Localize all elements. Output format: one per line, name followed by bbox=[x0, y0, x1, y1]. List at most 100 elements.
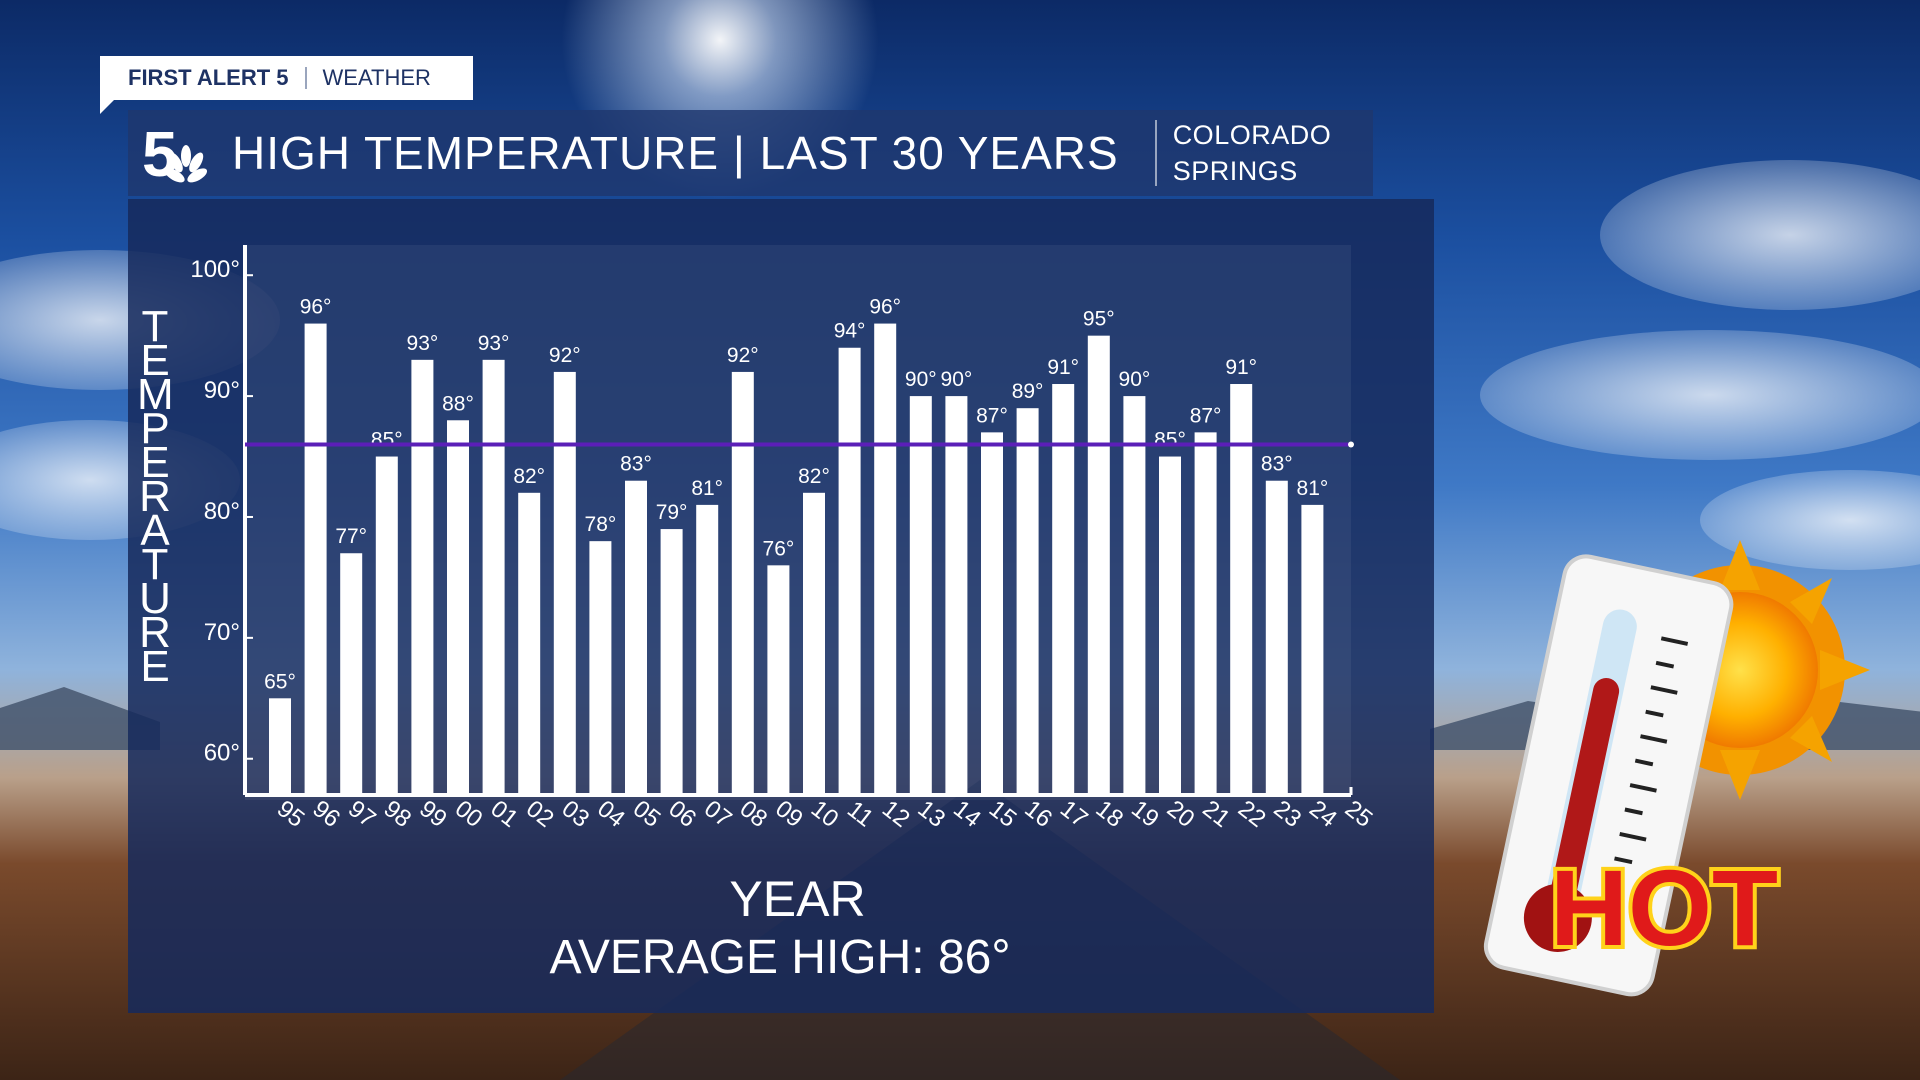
bar bbox=[340, 553, 363, 795]
bar bbox=[518, 492, 541, 795]
y-tick-label: 70° bbox=[204, 619, 240, 646]
bar bbox=[1301, 504, 1324, 795]
chart-title: HIGH TEMPERATURE | LAST 30 YEARS bbox=[232, 127, 1119, 179]
bar bbox=[767, 565, 790, 795]
brand-tab-notch bbox=[100, 100, 114, 114]
title-bar: 5 HIGH TEMPERATURE | LAST 30 YEARS COLOR… bbox=[128, 110, 1373, 196]
brand-separator bbox=[304, 67, 307, 89]
bar bbox=[1052, 384, 1075, 795]
bar-value-label: 83° bbox=[1261, 453, 1293, 476]
x-tick-label: 25 bbox=[1340, 795, 1378, 833]
bar-value-label: 82° bbox=[798, 465, 830, 488]
x-tick-label: 01 bbox=[485, 795, 523, 833]
average-line-endpoint bbox=[1348, 441, 1354, 448]
x-tick-label: 09 bbox=[770, 795, 808, 833]
bar bbox=[1230, 384, 1253, 795]
brand-tab: FIRST ALERT 5 WEATHER bbox=[100, 56, 473, 100]
bar bbox=[1087, 335, 1110, 795]
location: COLORADO SPRINGS bbox=[1173, 117, 1332, 189]
hot-thermometer-icon: HOT bbox=[1483, 540, 1870, 997]
bar-value-label: 87° bbox=[976, 404, 1008, 427]
bar bbox=[945, 396, 968, 795]
bar-value-label: 91° bbox=[1047, 356, 1079, 379]
bar-value-label: 92° bbox=[549, 344, 581, 367]
bar-value-label: 81° bbox=[1297, 477, 1329, 500]
bar bbox=[375, 456, 398, 795]
bar bbox=[625, 480, 647, 795]
bar bbox=[874, 323, 897, 795]
x-tick-label: 05 bbox=[628, 795, 666, 833]
x-tick-label: 24 bbox=[1304, 795, 1342, 833]
title-separator bbox=[1154, 120, 1157, 186]
x-axis-label: YEAR bbox=[729, 871, 866, 927]
y-tick-label: 90° bbox=[204, 377, 240, 404]
bar-value-label: 82° bbox=[513, 465, 545, 488]
bar bbox=[981, 432, 1003, 795]
bar-value-label: 94° bbox=[834, 320, 866, 343]
x-tick-label: 02 bbox=[521, 795, 559, 833]
y-tick-label: 60° bbox=[204, 740, 240, 767]
bar bbox=[589, 541, 612, 795]
location-line-1: COLORADO bbox=[1172, 120, 1332, 150]
nbc5-logo-icon: 5 bbox=[142, 118, 208, 188]
bar-value-label: 89° bbox=[1012, 380, 1044, 403]
bar-value-label: 92° bbox=[727, 344, 759, 367]
bar-value-label: 93° bbox=[407, 332, 439, 355]
bar bbox=[1194, 432, 1217, 795]
x-tick-label: 22 bbox=[1233, 795, 1271, 833]
bar-value-label: 76° bbox=[763, 537, 795, 560]
bar-value-label: 93° bbox=[478, 332, 510, 355]
bar bbox=[447, 420, 469, 795]
bar-value-label: 85° bbox=[1154, 429, 1186, 452]
x-tick-label: 08 bbox=[735, 795, 773, 833]
bar bbox=[660, 529, 683, 795]
thermometer-icon bbox=[1483, 554, 1734, 997]
bar-value-label: 90° bbox=[941, 368, 973, 391]
hot-text: HOT bbox=[1550, 847, 1778, 968]
bar bbox=[803, 492, 825, 795]
x-tick-label: 96 bbox=[307, 795, 345, 833]
bar bbox=[269, 698, 291, 795]
x-tick-label: 12 bbox=[877, 795, 915, 833]
bar bbox=[1123, 396, 1146, 795]
bar-value-label: 77° bbox=[335, 525, 367, 548]
x-tick-label: 21 bbox=[1197, 795, 1235, 833]
x-tick-label: 03 bbox=[557, 795, 595, 833]
bar bbox=[696, 504, 719, 795]
bar-value-label: 87° bbox=[1190, 404, 1222, 427]
y-tick-label: 80° bbox=[204, 498, 240, 525]
bar bbox=[304, 323, 327, 795]
x-tick-label: 11 bbox=[842, 796, 878, 833]
bar-value-label: 96° bbox=[300, 296, 332, 319]
average-high-label: AVERAGE HIGH: 86° bbox=[549, 931, 1011, 984]
bar bbox=[411, 359, 434, 795]
brand-name: FIRST ALERT 5 bbox=[128, 65, 289, 90]
bar-value-label: 65° bbox=[264, 670, 296, 693]
location-line-2: SPRINGS bbox=[1172, 156, 1298, 186]
x-tick-label: 00 bbox=[450, 795, 488, 833]
x-tick-label: 20 bbox=[1162, 795, 1200, 833]
x-tick-label: 99 bbox=[414, 795, 452, 833]
bar-value-label: 85° bbox=[371, 429, 403, 452]
bar bbox=[553, 371, 576, 795]
bar-value-label: 95° bbox=[1083, 308, 1115, 331]
bar bbox=[909, 396, 932, 795]
x-tick-label: 95 bbox=[272, 795, 310, 833]
bar bbox=[1265, 480, 1288, 795]
x-tick-label: 15 bbox=[984, 795, 1022, 833]
cloud bbox=[1480, 330, 1920, 460]
bar bbox=[838, 347, 861, 795]
bar-value-label: 90° bbox=[905, 368, 937, 391]
x-tick-label: 14 bbox=[948, 795, 986, 833]
y-tick-label: 100° bbox=[190, 256, 240, 283]
brand-section: WEATHER bbox=[322, 65, 431, 90]
bar-value-label: 83° bbox=[620, 453, 652, 476]
x-tick-label: 07 bbox=[699, 795, 737, 833]
x-tick-label: 97 bbox=[343, 795, 381, 833]
x-tick-label: 17 bbox=[1055, 795, 1093, 833]
x-tick-label: 10 bbox=[806, 795, 844, 833]
x-tick-label: 16 bbox=[1019, 795, 1057, 833]
bar bbox=[482, 359, 505, 795]
